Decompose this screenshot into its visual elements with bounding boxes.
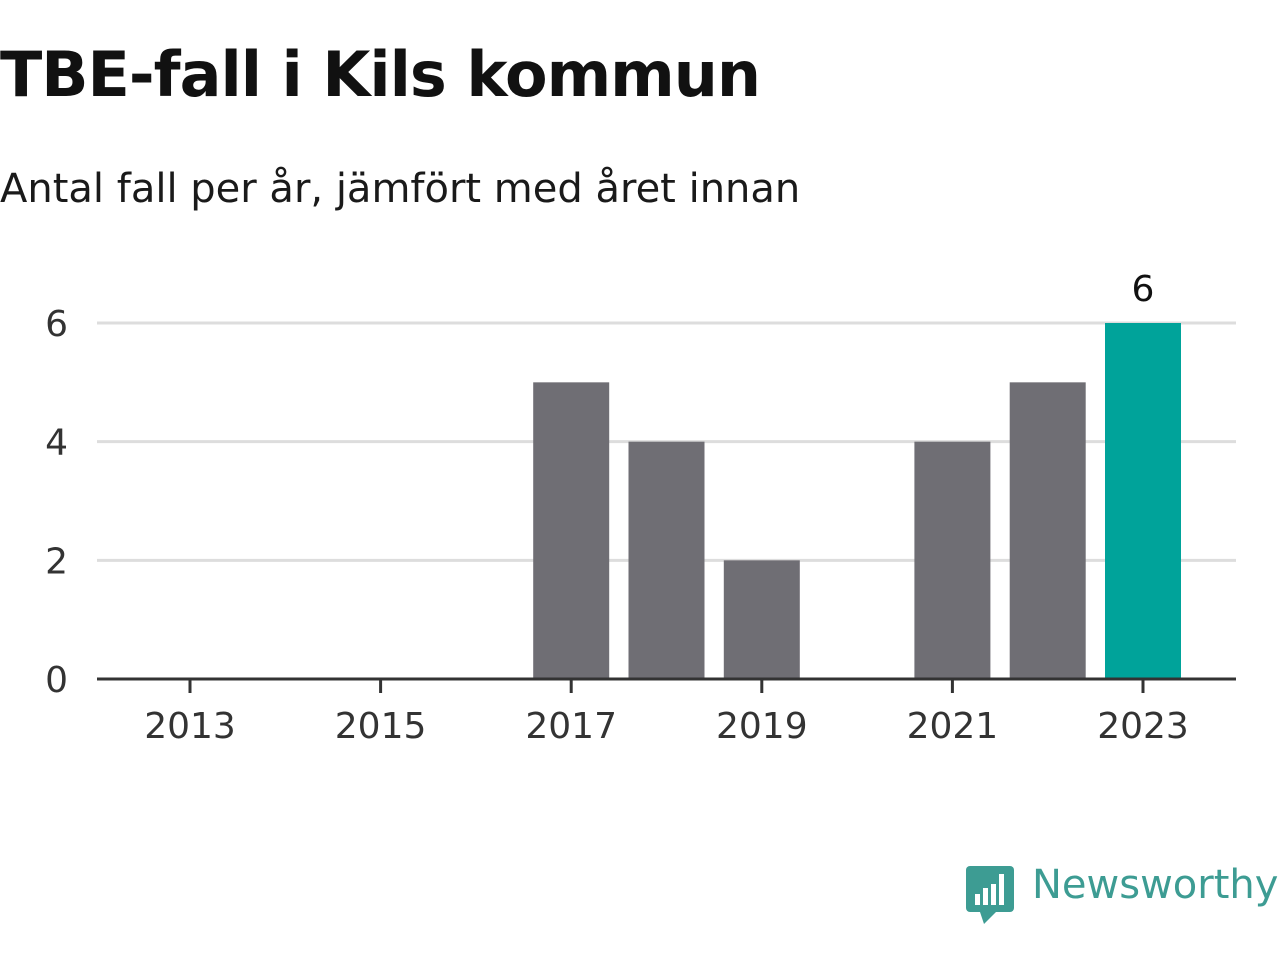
y-tick-label: 6 — [45, 304, 68, 345]
x-tick-label: 2021 — [907, 706, 999, 747]
bar — [914, 441, 991, 679]
bar-chart: 0 2 4 6 2013 2015 2017 2019 2021 2023 6 — [45, 269, 1236, 747]
x-tick-label: 2017 — [525, 706, 617, 747]
x-tick-label: 2023 — [1097, 706, 1189, 747]
y-tick-label: 2 — [45, 541, 68, 582]
y-tick-label: 0 — [45, 660, 68, 701]
axes — [97, 677, 1236, 693]
chart-title: TBE-fall i Kils kommun — [0, 38, 761, 111]
bar — [723, 560, 800, 679]
bar — [628, 441, 705, 679]
x-tick-label: 2019 — [716, 706, 808, 747]
brand-name: Newsworthy — [1032, 862, 1279, 908]
bar — [1105, 323, 1181, 679]
chart-subtitle: Antal fall per år, jämfört med året inna… — [0, 166, 801, 212]
bar — [1009, 382, 1086, 679]
x-tick-label: 2013 — [144, 706, 236, 747]
labels: 0 2 4 6 2013 2015 2017 2019 2021 2023 6 — [45, 269, 1189, 747]
x-tick-label: 2015 — [335, 706, 427, 747]
y-tick-label: 4 — [45, 423, 68, 464]
newsworthy-logo-icon — [966, 866, 1014, 924]
bars — [533, 323, 1181, 679]
data-label: 6 — [1132, 269, 1155, 310]
bar — [533, 382, 610, 679]
